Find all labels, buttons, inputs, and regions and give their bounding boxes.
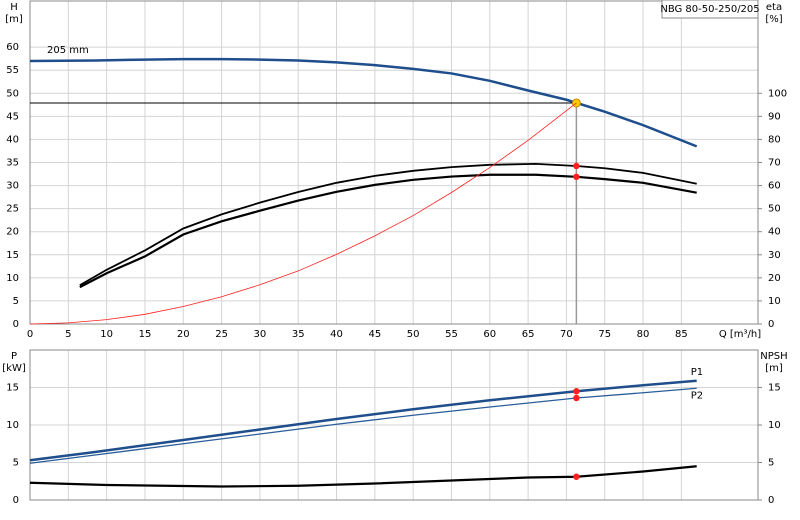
legend-label: P1 bbox=[691, 367, 703, 378]
chart-title: NBG 80-50-250/205 bbox=[660, 4, 759, 15]
y2-tick-label: 80 bbox=[768, 134, 781, 145]
curve bbox=[29, 387, 697, 464]
x-tick-label: 10 bbox=[100, 329, 113, 340]
curve bbox=[29, 465, 697, 488]
title-box bbox=[661, 0, 759, 19]
y2-tick-label: 60 bbox=[768, 181, 781, 192]
x-tick-label: 80 bbox=[637, 329, 650, 340]
duty-point bbox=[573, 473, 580, 480]
x-tick-label: 60 bbox=[483, 329, 496, 340]
x-tick-label: 15 bbox=[139, 329, 152, 340]
y2-tick-label: 0 bbox=[768, 319, 774, 330]
y2-tick-label: 50 bbox=[768, 204, 781, 215]
y2-tick-label: 10 bbox=[768, 420, 781, 431]
y2-axis-unit: [%] bbox=[765, 14, 782, 25]
plot-frame bbox=[29, 349, 759, 501]
curve bbox=[79, 173, 697, 289]
y2-tick-label: 15 bbox=[768, 383, 781, 394]
x-tick-label: 0 bbox=[27, 329, 33, 340]
y-tick-label: 10 bbox=[6, 420, 19, 431]
y2-axis-label: NPSH bbox=[760, 351, 787, 362]
x-tick-label: 70 bbox=[560, 329, 573, 340]
y-tick-label: 5 bbox=[13, 296, 19, 307]
y2-tick-label: 30 bbox=[768, 250, 781, 261]
x-tick-label: 45 bbox=[368, 329, 381, 340]
duty-point bbox=[573, 173, 580, 181]
curve-label: 205 mm bbox=[47, 45, 89, 56]
y-tick-label: 45 bbox=[6, 111, 19, 122]
x-tick-label: 75 bbox=[598, 329, 611, 340]
y-axis-unit: [m] bbox=[5, 14, 23, 25]
y-tick-label: 15 bbox=[6, 250, 19, 261]
y-tick-label: 60 bbox=[6, 42, 19, 53]
x-tick-label: 35 bbox=[292, 329, 305, 340]
x-tick-label: 5 bbox=[65, 329, 71, 340]
y-tick-label: 55 bbox=[6, 65, 19, 76]
x-axis-label: Q [m³/h] bbox=[719, 329, 761, 340]
x-tick-label: 40 bbox=[330, 329, 343, 340]
y2-tick-label: 70 bbox=[768, 158, 781, 169]
y-tick-label: 50 bbox=[6, 88, 19, 99]
x-tick-label: 30 bbox=[254, 329, 267, 340]
curve bbox=[29, 379, 697, 462]
y2-axis-unit: [m] bbox=[765, 363, 783, 374]
y2-tick-label: 10 bbox=[768, 296, 781, 307]
y-axis-unit: [kW] bbox=[2, 363, 26, 374]
y-tick-label: 25 bbox=[6, 204, 19, 215]
y-tick-label: 5 bbox=[13, 458, 19, 469]
y2-tick-label: 90 bbox=[768, 111, 781, 122]
x-tick-label: 55 bbox=[445, 329, 458, 340]
legend-label: P2 bbox=[691, 390, 703, 401]
x-tick-label: 50 bbox=[407, 329, 420, 340]
duty-point bbox=[573, 388, 580, 395]
y2-tick-label: 40 bbox=[768, 227, 781, 238]
x-tick-label: 65 bbox=[522, 329, 535, 340]
y-tick-label: 10 bbox=[6, 273, 19, 284]
curve bbox=[79, 162, 697, 287]
y2-tick-label: 0 bbox=[768, 495, 774, 506]
y-tick-label: 20 bbox=[6, 227, 19, 238]
curve bbox=[29, 102, 577, 325]
y-tick-label: 30 bbox=[6, 181, 19, 192]
x-tick-label: 85 bbox=[675, 329, 688, 340]
y-axis-label: H bbox=[10, 2, 18, 13]
x-tick-label: 20 bbox=[177, 329, 190, 340]
y2-tick-label: 100 bbox=[768, 88, 787, 99]
plot-frame bbox=[29, 0, 759, 325]
y-tick-label: 0 bbox=[13, 319, 19, 330]
y-axis-label: P bbox=[11, 351, 17, 362]
y-tick-label: 40 bbox=[6, 134, 19, 145]
duty-point bbox=[573, 394, 580, 402]
x-tick-label: 25 bbox=[215, 329, 228, 340]
duty-point bbox=[573, 162, 580, 170]
y-tick-label: 15 bbox=[6, 383, 19, 394]
y2-tick-label: 5 bbox=[768, 458, 774, 469]
y2-axis-label: eta bbox=[766, 2, 782, 13]
y-tick-label: 35 bbox=[6, 158, 19, 169]
y2-tick-label: 20 bbox=[768, 273, 781, 284]
y-tick-label: 0 bbox=[13, 495, 19, 506]
